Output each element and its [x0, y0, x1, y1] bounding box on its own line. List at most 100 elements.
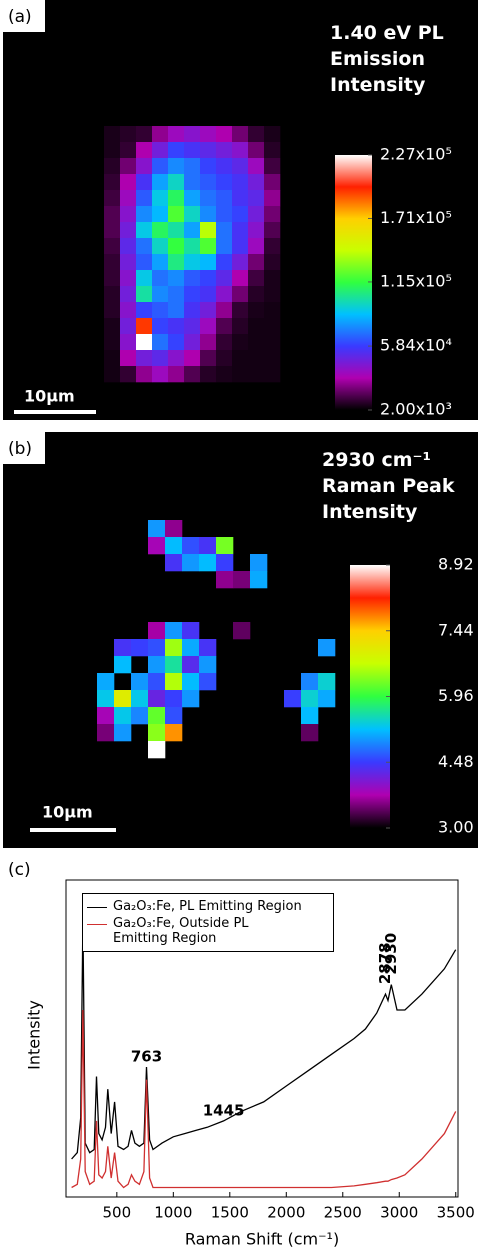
- heatmap-cell: [168, 366, 184, 382]
- heatmap-cell: [232, 142, 248, 158]
- heatmap-cell: [97, 724, 114, 741]
- heatmap-cell: [200, 318, 216, 334]
- heatmap-cell: [184, 350, 200, 366]
- heatmap-cell: [148, 537, 165, 554]
- panel-label: (c): [8, 860, 31, 880]
- peak-annotation: 763: [131, 1048, 162, 1066]
- heatmap-cell: [120, 318, 136, 334]
- heatmap-cell: [264, 350, 280, 366]
- heatmap-cell: [264, 302, 280, 318]
- heatmap-cell: [168, 270, 184, 286]
- heatmap-cell: [152, 142, 168, 158]
- heatmap-cell: [136, 350, 152, 366]
- heatmap-cell: [248, 350, 264, 366]
- heatmap-cell: [216, 286, 232, 302]
- heatmap-cell: [184, 318, 200, 334]
- heatmap-cell: [248, 286, 264, 302]
- y-axis-label: Intensity: [25, 1000, 44, 1070]
- colorbar: [335, 155, 372, 410]
- x-tick-label: 1000: [154, 1204, 192, 1222]
- heatmap-cell: [165, 707, 182, 724]
- heatmap-cell: [233, 622, 250, 639]
- heatmap-cell: [152, 190, 168, 206]
- heatmap-cell: [184, 254, 200, 270]
- peak-annotation: 1445: [203, 1101, 245, 1119]
- heatmap-cell: [248, 190, 264, 206]
- heatmap-cell: [148, 707, 165, 724]
- heatmap-cell: [232, 302, 248, 318]
- heatmap-cell: [168, 190, 184, 206]
- heatmap-cell: [168, 158, 184, 174]
- heatmap-cell: [148, 639, 165, 656]
- heatmap-cell: [148, 690, 165, 707]
- heatmap-cell: [131, 639, 148, 656]
- heatmap-cell: [216, 537, 233, 554]
- heatmap-cell: [152, 286, 168, 302]
- heatmap-cell: [264, 126, 280, 142]
- heatmap-cell: [200, 142, 216, 158]
- heatmap-cell: [104, 238, 120, 254]
- spectrum-line: [72, 1010, 456, 1188]
- heatmap-cell: [168, 318, 184, 334]
- heatmap-cell: [165, 639, 182, 656]
- heatmap-cell: [200, 158, 216, 174]
- colorbar-tick-label: 8.92: [438, 555, 474, 574]
- heatmap-cell: [200, 334, 216, 350]
- heatmap-cell: [120, 366, 136, 382]
- x-tick-label: 1500: [211, 1204, 249, 1222]
- heatmap-cell: [264, 158, 280, 174]
- colorbar-tick-label: 7.44: [438, 620, 474, 639]
- heatmap-cell: [152, 254, 168, 270]
- heatmap-cell: [301, 673, 318, 690]
- heatmap-cell: [184, 158, 200, 174]
- heatmap-cell: [104, 286, 120, 302]
- heatmap-cell: [136, 206, 152, 222]
- heatmap-cell: [136, 302, 152, 318]
- panel-label: (b): [8, 439, 32, 459]
- heatmap-cell: [216, 206, 232, 222]
- heatmap-cell: [184, 302, 200, 318]
- heatmap-cell: [136, 366, 152, 382]
- heatmap-cell: [233, 571, 250, 588]
- heatmap-cell: [199, 639, 216, 656]
- heatmap-cell: [97, 690, 114, 707]
- heatmap-cell: [184, 366, 200, 382]
- x-axis-label: Raman Shift (cm⁻¹): [185, 1230, 339, 1249]
- heatmap-cell: [136, 174, 152, 190]
- heatmap-cell: [97, 673, 114, 690]
- heatmap-cell: [184, 142, 200, 158]
- heatmap-cell: [120, 126, 136, 142]
- heatmap-cell: [168, 286, 184, 302]
- heatmap-cell: [152, 222, 168, 238]
- heatmap-cell: [104, 126, 120, 142]
- heatmap-cell: [216, 571, 233, 588]
- heatmap-cell: [120, 158, 136, 174]
- heatmap-cell: [148, 656, 165, 673]
- heatmap-cell: [216, 238, 232, 254]
- heatmap-cell: [264, 334, 280, 350]
- colorbar-tick-label: 5.96: [438, 686, 474, 705]
- heatmap-cell: [216, 366, 232, 382]
- heatmap-cell: [148, 520, 165, 537]
- heatmap-cell: [200, 174, 216, 190]
- heatmap-cell: [136, 190, 152, 206]
- heatmap-cell: [216, 222, 232, 238]
- heatmap-cell: [165, 673, 182, 690]
- heatmap-cell: [97, 707, 114, 724]
- heatmap-cell: [184, 270, 200, 286]
- heatmap-cell: [152, 318, 168, 334]
- heatmap-cell: [136, 126, 152, 142]
- heatmap-cell: [216, 126, 232, 142]
- heatmap-cell: [114, 707, 131, 724]
- heatmap-cell: [200, 222, 216, 238]
- colorbar-tick-label: 1.15x10⁵: [380, 271, 452, 290]
- heatmap-cell: [114, 656, 131, 673]
- heatmap-cell: [120, 222, 136, 238]
- heatmap-cell: [168, 302, 184, 318]
- heatmap-cell: [248, 126, 264, 142]
- heatmap-cell: [120, 334, 136, 350]
- heatmap-cell: [232, 190, 248, 206]
- heatmap-cell: [200, 286, 216, 302]
- heatmap-cell: [136, 238, 152, 254]
- heatmap-cell: [114, 690, 131, 707]
